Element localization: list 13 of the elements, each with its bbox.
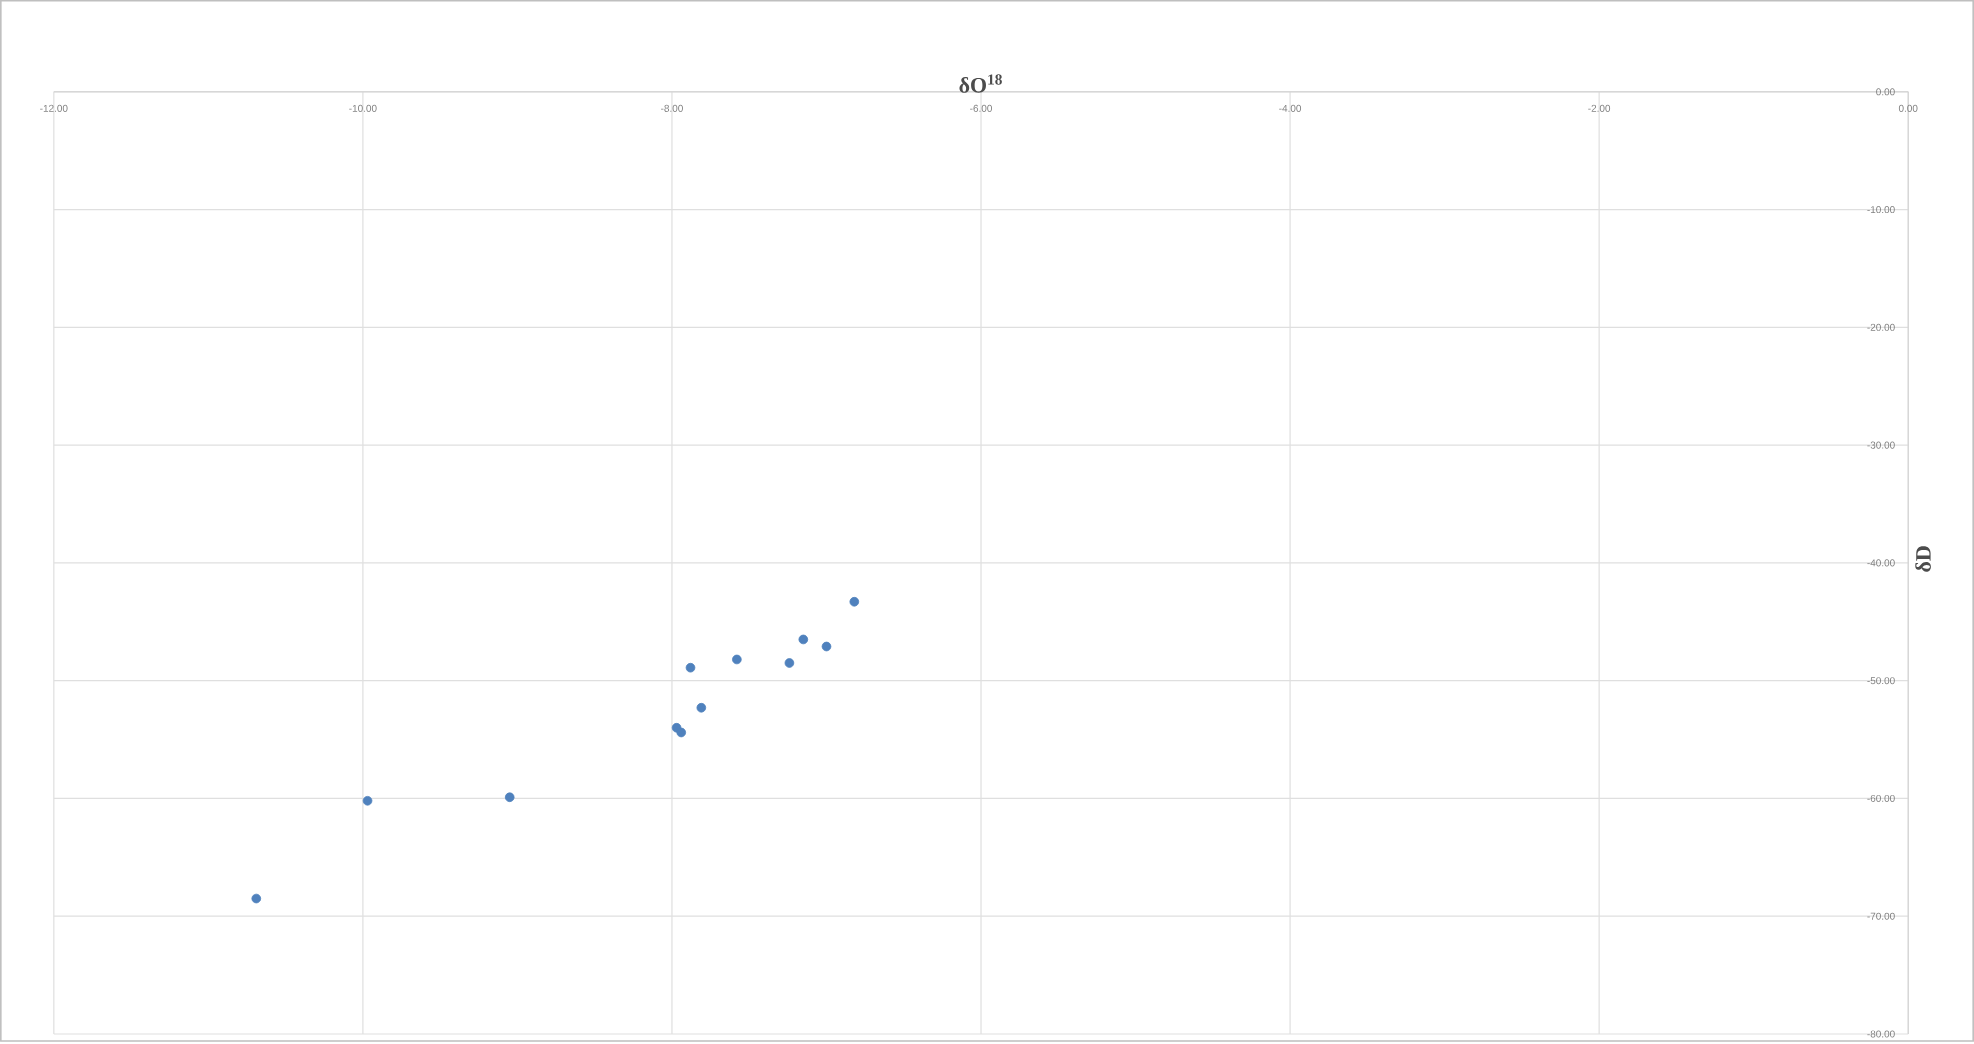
point bbox=[798, 634, 809, 645]
point bbox=[676, 727, 687, 738]
point bbox=[362, 795, 373, 806]
point bbox=[821, 641, 832, 652]
point bbox=[251, 893, 262, 904]
point bbox=[849, 596, 860, 607]
point bbox=[732, 654, 742, 665]
point bbox=[504, 792, 515, 802]
point bbox=[784, 658, 795, 668]
y-axis-title: δD bbox=[1915, 546, 1931, 572]
point bbox=[696, 702, 707, 713]
x-axis-title: δO$^{18}$ bbox=[959, 74, 1002, 93]
point bbox=[685, 662, 696, 673]
